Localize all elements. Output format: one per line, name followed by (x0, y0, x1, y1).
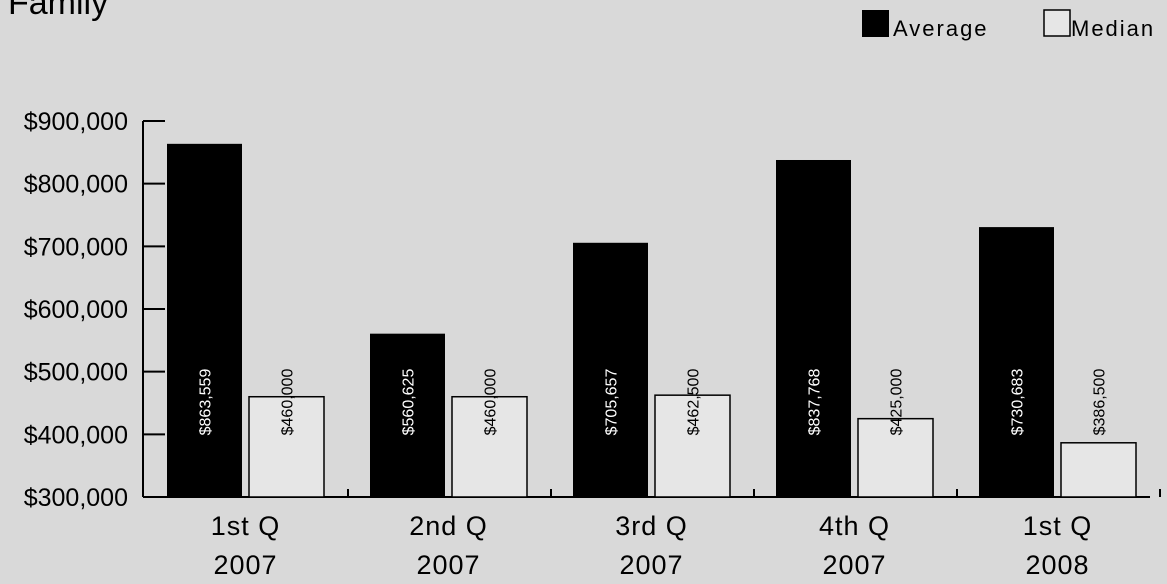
bar-median (857, 417, 934, 498)
data-label-median: $462,500 (686, 369, 703, 436)
x-category-year: 2007 (416, 550, 480, 580)
bars: $863,559 $460,000 $560,625 $460,000 $705,657… (167, 143, 1137, 498)
bar-average (370, 333, 445, 497)
x-category-year: 2008 (1025, 550, 1089, 580)
chart-title: Family (8, 0, 108, 22)
y-tick-label: $500,000 (24, 359, 128, 387)
data-label-average: $560,625 (401, 369, 418, 436)
data-label-average: $863,559 (198, 369, 215, 436)
bar-median (248, 395, 325, 498)
data-label-average: $730,683 (1010, 369, 1027, 436)
legend-label-average: Average (893, 16, 989, 41)
y-tick-label: $900,000 (24, 108, 128, 136)
x-category-label: 1st Q (1023, 511, 1093, 541)
x-axis: 1st Q 2007 2nd Q 2007 3rd Q 2007 4th Q 2007 1st … (143, 489, 1161, 580)
bar-average (573, 242, 648, 497)
x-category-year: 2007 (213, 550, 277, 580)
bar-average (979, 227, 1054, 497)
x-category-label: 3rd Q (615, 511, 688, 541)
y-tick-label: $800,000 (24, 171, 128, 199)
y-tick-label: $600,000 (24, 296, 128, 324)
bar-average (167, 143, 242, 497)
legend-swatch-median (1043, 9, 1071, 37)
y-tick-label: $400,000 (24, 421, 128, 449)
legend-label-median: Median (1071, 16, 1155, 41)
x-category-label: 2nd Q (409, 511, 488, 541)
y-axis: $300,000 $400,000 $500,000 $600,000 $700,000… (24, 108, 165, 512)
bar-median (654, 394, 731, 498)
data-label-average: $837,768 (807, 369, 824, 436)
x-category-label: 1st Q (211, 511, 281, 541)
legend: Average Median (862, 9, 1155, 41)
data-label-median: $460,000 (483, 369, 500, 436)
x-category-year: 2007 (822, 550, 886, 580)
bar-average (776, 159, 851, 497)
x-category-year: 2007 (619, 550, 683, 580)
data-label-average: $705,657 (604, 369, 621, 436)
y-tick-label: $700,000 (24, 233, 128, 261)
data-label-median: $460,000 (280, 369, 297, 436)
data-label-median: $386,500 (1092, 369, 1109, 436)
data-label-median: $425,000 (889, 369, 906, 436)
bar-median (451, 395, 528, 498)
bar-median (1060, 442, 1137, 498)
y-tick-label: $300,000 (24, 484, 128, 512)
x-category-label: 4th Q (819, 511, 890, 541)
legend-swatch-average (862, 10, 889, 37)
